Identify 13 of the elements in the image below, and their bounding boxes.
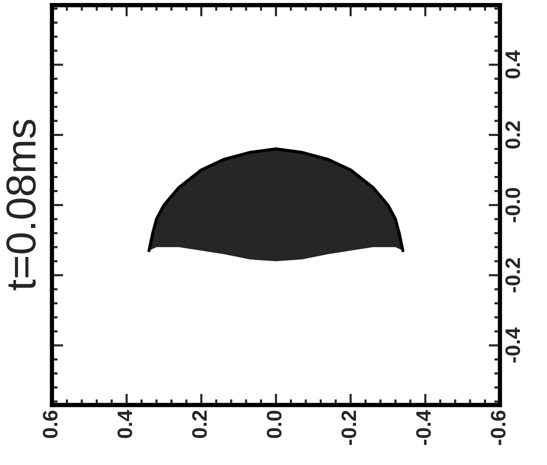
x-tick-label: -0.2 [341,410,356,445]
x-tick-label: 0.2 [192,410,207,438]
y-tick-label: -0.0 [505,188,520,222]
x-tick-label: -0.4 [416,410,431,445]
x-tick-label: 0.6 [42,410,58,438]
y-tick-label: -0.2 [505,258,520,292]
x-tick-label: 0.0 [266,410,282,438]
y-tick-label: 0.4 [505,50,520,78]
text: t=0.08ms [6,120,36,290]
y-tick-label: 0.2 [505,121,520,149]
x-tick-label: -0.6 [490,410,506,445]
y-tick-label: -0.4 [505,328,520,363]
x-tick-label: 0.4 [117,410,132,438]
